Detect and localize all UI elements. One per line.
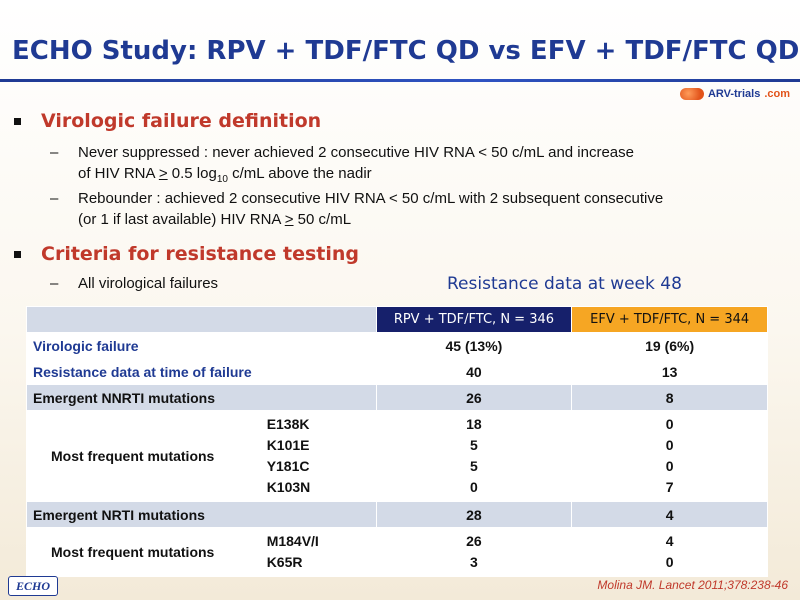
header-rpv: RPV + TDF/FTC, N = 346	[375, 306, 573, 333]
echo-badge: ECHO	[8, 576, 58, 596]
sub-item-line2-post: 50 c/mL	[293, 211, 352, 228]
mutation-count: 5	[470, 458, 478, 474]
ge-symbol: >	[158, 165, 168, 182]
table-row: Emergent NNRTI mutations 26 8	[26, 384, 768, 411]
dash-icon: –	[50, 275, 59, 292]
mutation-list: M184V/I K65R	[259, 527, 377, 577]
row-label: Most frequent mutations	[26, 527, 261, 577]
row-label: Emergent NNRTI mutations	[26, 384, 377, 411]
cell-rpv: 45 (13%)	[375, 332, 573, 359]
header-empty-cell	[26, 306, 377, 333]
dash-icon: –	[50, 144, 59, 161]
sub-item-line1: All virological failures	[78, 275, 219, 292]
sub-item-line2-pre: of HIV RNA	[78, 165, 159, 182]
mutation-name: K65R	[266, 554, 303, 570]
table-title: Resistance data at week 48	[447, 274, 682, 294]
bullet-heading: Criteria for resistance testing	[41, 243, 359, 265]
cell-efv: 4 0	[571, 527, 768, 577]
slide-title: ECHO Study: RPV + TDF/FTC QD vs EFV + TD…	[12, 36, 800, 66]
sub-item-all-failures: – All virological failures	[50, 273, 218, 294]
mutation-name: K103N	[266, 479, 311, 495]
mutation-name: K101E	[266, 437, 310, 453]
sub-item-never-suppressed: – Never suppressed : never achieved 2 con…	[50, 142, 634, 190]
mutation-name: E138K	[266, 416, 310, 432]
mutation-count: 5	[470, 437, 478, 453]
logo-text: ARV-trials	[707, 88, 761, 100]
sub-item-rebounder: – Rebounder : achieved 2 consecutive HIV …	[50, 188, 663, 230]
cell-rpv: 26	[375, 384, 573, 411]
cell-rpv: 26 3	[375, 527, 573, 577]
mutation-count: 0	[470, 479, 478, 495]
cell-efv: 19 (6%)	[571, 332, 768, 359]
row-label: Emergent NRTI mutations	[26, 501, 377, 528]
cell-efv: 13	[571, 358, 768, 385]
cell-efv: 4	[571, 501, 768, 528]
bullet-virologic-failure-definition: Virologic failure definition	[14, 110, 321, 132]
mutation-count: 18	[466, 416, 482, 432]
cell-rpv: 40	[375, 358, 573, 385]
citation: Molina JM. Lancet 2011;378:238-46	[597, 578, 788, 592]
arv-trials-logo: ARV-trials .com	[679, 84, 790, 104]
square-bullet-icon	[14, 117, 21, 125]
mutation-list: E138K K101E Y181C K103N	[259, 410, 377, 502]
table-row: Most frequent mutations M184V/I K65R 26 …	[26, 527, 768, 577]
sub-item-line2-mid: 0.5 log	[167, 165, 217, 182]
sub-item-line2-pre: (or 1 if last available) HIV RNA	[78, 211, 285, 228]
resistance-table: RPV + TDF/FTC, N = 346 EFV + TDF/FTC, N …	[26, 306, 768, 577]
mutation-count: 26	[466, 533, 482, 549]
sub-item-line2-post: c/mL above the nadir	[227, 165, 372, 182]
mutation-count: 0	[665, 437, 674, 453]
mutation-name: M184V/I	[266, 533, 319, 549]
cell-rpv: 18 5 5 0	[375, 410, 573, 502]
bullet-criteria-resistance-testing: Criteria for resistance testing	[14, 243, 359, 265]
logo-pill-icon	[679, 88, 704, 100]
mutation-count: 3	[470, 554, 478, 570]
table-row: Virologic failure 45 (13%) 19 (6%)	[26, 332, 768, 359]
mutation-count: 0	[665, 458, 674, 474]
mutation-name: Y181C	[266, 458, 310, 474]
log-subscript: 10	[216, 174, 228, 185]
row-label: Virologic failure	[26, 332, 377, 359]
mutation-count: 4	[665, 533, 674, 549]
square-bullet-icon	[14, 250, 21, 258]
title-rule	[0, 79, 800, 82]
sub-item-line1: Never suppressed : never achieved 2 cons…	[78, 144, 634, 161]
mutation-count: 0	[665, 416, 674, 432]
bullet-heading: Virologic failure definition	[41, 110, 322, 132]
mutation-count: 0	[665, 554, 674, 570]
cell-rpv: 28	[375, 501, 573, 528]
row-label: Resistance data at time of failure	[26, 358, 377, 385]
table-row: Resistance data at time of failure 40 13	[26, 358, 768, 385]
table-row: Most frequent mutations E138K K101E Y181…	[26, 410, 768, 502]
sub-item-line1: Rebounder : achieved 2 consecutive HIV R…	[78, 190, 664, 207]
table-row: Emergent NRTI mutations 28 4	[26, 501, 768, 528]
table-header-row: RPV + TDF/FTC, N = 346 EFV + TDF/FTC, N …	[26, 306, 768, 333]
dash-icon: –	[50, 190, 59, 207]
mutation-count: 7	[665, 479, 674, 495]
cell-efv: 8	[571, 384, 768, 411]
ge-symbol: >	[284, 211, 294, 228]
row-label: Most frequent mutations	[26, 410, 261, 502]
logo-domain: .com	[764, 88, 790, 100]
cell-efv: 0 0 0 7	[571, 410, 768, 502]
header-efv: EFV + TDF/FTC, N = 344	[571, 306, 768, 333]
